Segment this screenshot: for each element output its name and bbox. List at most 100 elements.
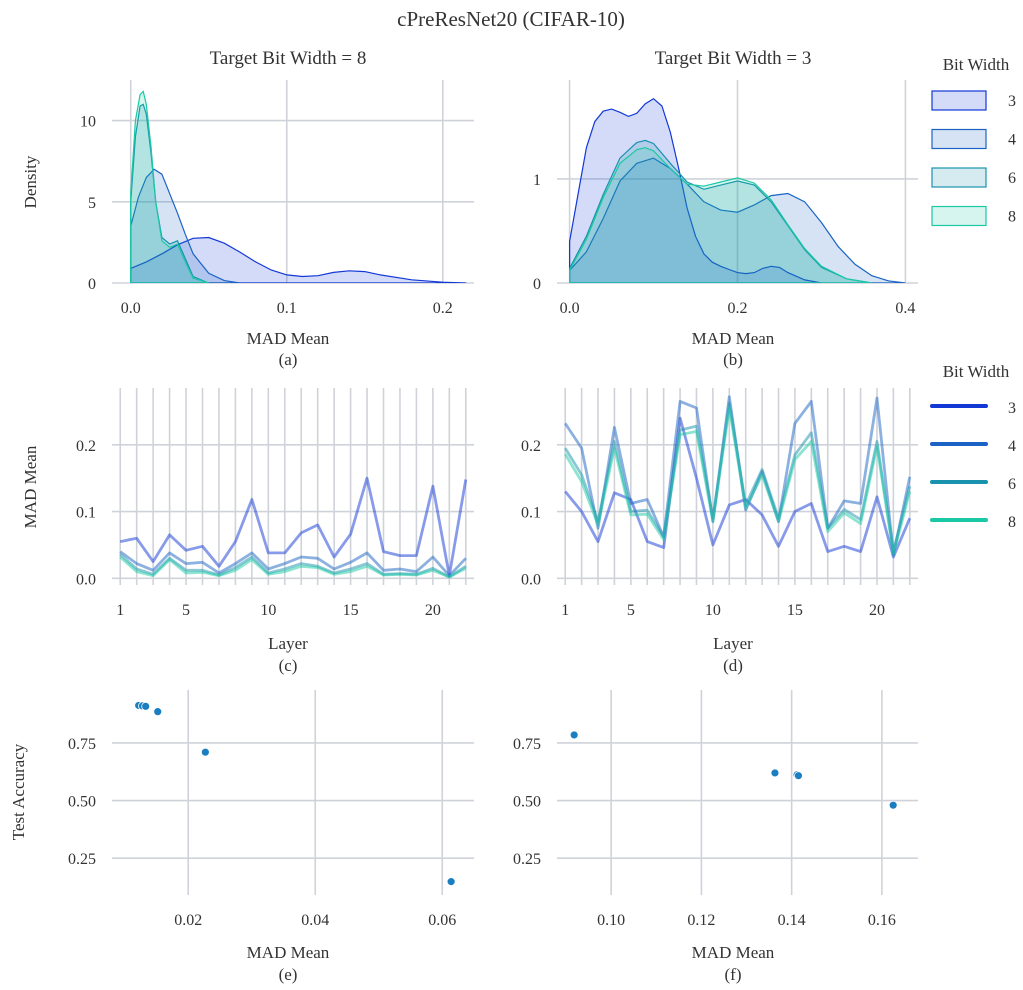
- legend-label-bw8: 8: [1008, 514, 1016, 531]
- y-tick-label: 0.0: [521, 571, 541, 588]
- figure-title: cPreResNet20 (CIFAR-10): [397, 7, 625, 31]
- density-area-bw6: [569, 139, 872, 283]
- legend-swatch-bw8: [931, 205, 987, 227]
- legend-label-bw4: 4: [1008, 438, 1016, 455]
- x-tick-label: 0.16: [868, 912, 896, 929]
- y-tick-label: 0.0: [76, 571, 96, 588]
- scatter-marks: [134, 701, 456, 887]
- x-tick-label: 0.10: [597, 912, 625, 929]
- panel-sublabel: (a): [279, 350, 298, 369]
- legend-title: Bit Width: [943, 55, 1010, 74]
- panel-title: Target Bit Width = 3: [655, 48, 812, 69]
- series-line-bw8: [563, 406, 912, 556]
- x-tick-label: 1: [561, 602, 569, 619]
- legend-swatch-bw4: [931, 128, 987, 150]
- y-tick-label: 0.50: [513, 794, 541, 811]
- y-tick-label: 0.75: [513, 736, 541, 753]
- x-tick-label: 0.2: [433, 300, 453, 317]
- density-marks: [130, 90, 467, 283]
- x-tick-label: 0.02: [174, 912, 202, 929]
- panel-sublabel: (e): [279, 965, 298, 984]
- series-line-bw8: [119, 555, 467, 579]
- legend-label-bw4: 4: [1008, 132, 1016, 149]
- y-tick-label: 0.50: [68, 794, 96, 811]
- scatter-point: [569, 730, 579, 740]
- gridlines: [112, 690, 474, 895]
- x-tick-label: 0.4: [895, 300, 915, 317]
- scatter-point: [200, 747, 210, 757]
- x-axis-label: MAD Mean: [247, 943, 330, 962]
- y-tick-label: 0.25: [513, 851, 541, 868]
- x-axis-label: MAD Mean: [247, 329, 330, 348]
- line-marks: [563, 395, 912, 559]
- x-tick-label: 10: [260, 602, 276, 619]
- density-marks: [569, 97, 906, 283]
- x-tick-label: 5: [182, 602, 190, 619]
- series-line-bw3: [119, 476, 468, 578]
- legend-title: Bit Width: [943, 362, 1010, 381]
- scatter-point: [770, 768, 780, 778]
- legend-label-bw3: 3: [1008, 400, 1016, 417]
- x-tick-label: 1: [116, 602, 124, 619]
- y-tick-label: 1: [533, 172, 541, 189]
- panel-a: 0.0 0.1 0.2 0 5 10 Target Bit Width = 8 MAD Mea…: [21, 48, 474, 369]
- y-tick-label: 0.2: [521, 438, 541, 455]
- y-tick-label: 0.1: [521, 505, 541, 522]
- scatter-point: [888, 800, 898, 810]
- legend-swatch-bw6: [931, 167, 987, 188]
- panel-sublabel: (d): [723, 656, 743, 675]
- y-tick-label: 0: [533, 276, 541, 293]
- scatter-point: [153, 707, 163, 717]
- legend-patch: Bit Width 3 4 6 8: [931, 55, 1016, 227]
- x-axis-label: Layer: [713, 634, 753, 653]
- panel-title: Target Bit Width = 8: [210, 48, 367, 69]
- x-tick-label: 20: [869, 602, 885, 619]
- x-tick-label: 0.04: [301, 912, 329, 929]
- x-axis-label: MAD Mean: [692, 329, 775, 348]
- legend-label-bw6: 6: [1008, 476, 1016, 493]
- scatter-point: [794, 771, 803, 781]
- y-axis-label: Test Accuracy: [9, 743, 28, 840]
- legend-line: Bit Width 3 4 6 8: [930, 362, 1016, 531]
- gridlines: [557, 690, 918, 895]
- y-tick-label: 0.1: [76, 505, 96, 522]
- series-line-bw3: [564, 416, 912, 559]
- x-tick-label: 20: [425, 602, 441, 619]
- panel-sublabel: (c): [279, 656, 298, 675]
- x-tick-label: 0.0: [121, 300, 141, 317]
- x-tick-label: 0.12: [687, 912, 715, 929]
- y-tick-label: 5: [88, 195, 96, 212]
- x-tick-label: 0.0: [560, 300, 580, 317]
- y-tick-label: 10: [80, 114, 96, 131]
- y-tick-label: 0.75: [68, 736, 96, 753]
- x-tick-label: 0.06: [428, 912, 456, 929]
- x-tick-label: 0.14: [778, 912, 806, 929]
- x-axis-label: Layer: [268, 634, 308, 653]
- y-tick-label: 0.25: [68, 851, 96, 868]
- panel-b: 0.0 0.2 0.4 0 1 Target Bit Width = 3 MAD Mean (…: [533, 48, 918, 369]
- x-tick-label: 15: [343, 602, 359, 619]
- x-tick-label: 5: [627, 602, 635, 619]
- density-area-bw3: [130, 236, 467, 283]
- scatter-point: [446, 877, 456, 887]
- density-area-bw8: [130, 90, 209, 283]
- panel-e: 0.02 0.04 0.06 0.25 0.50 0.75 MAD Mean Test Acc…: [9, 690, 474, 984]
- scatter-point: [141, 701, 151, 711]
- y-axis-label: Density: [21, 155, 40, 208]
- density-area-bw4: [130, 168, 240, 283]
- series-line-bw4: [564, 395, 912, 557]
- legend-label-bw3: 3: [1008, 93, 1016, 110]
- x-tick-label: 15: [787, 602, 803, 619]
- scatter-marks: [569, 730, 898, 810]
- x-tick-label: 0.1: [277, 300, 297, 317]
- series-line-bw6: [564, 401, 912, 553]
- density-area-bw8: [569, 147, 872, 283]
- legend-label-bw8: 8: [1008, 209, 1016, 226]
- y-tick-label: 0: [88, 276, 96, 293]
- x-tick-label: 10: [705, 602, 721, 619]
- x-tick-label: 0.2: [728, 300, 748, 317]
- y-axis-label: MAD Mean: [21, 445, 40, 528]
